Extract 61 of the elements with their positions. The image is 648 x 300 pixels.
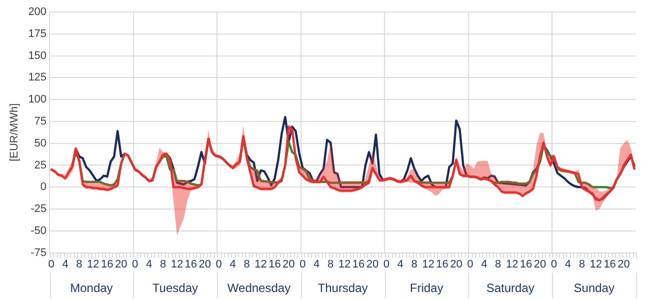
y-tick-label: 150 bbox=[28, 50, 47, 62]
x-tick-label: 20 bbox=[114, 258, 128, 270]
x-tick-label: 0 bbox=[550, 258, 558, 270]
x-tick-label: 12 bbox=[254, 258, 267, 270]
x-tick-label: 0 bbox=[383, 258, 390, 270]
x-tick-label: 12 bbox=[338, 258, 351, 270]
x-tick-label: 16 bbox=[604, 258, 616, 270]
y-tick-label: 50 bbox=[34, 137, 47, 150]
y-tick-label: 200 bbox=[28, 6, 47, 18]
text: Tuesday bbox=[152, 281, 198, 296]
x-tick-label: 4 bbox=[564, 258, 571, 270]
x-tick-label: 4 bbox=[62, 258, 68, 270]
x-tick-label: 0 bbox=[216, 258, 222, 270]
y-tick-label: 25 bbox=[34, 159, 47, 172]
text: Wednesday bbox=[227, 281, 291, 296]
x-tick-label: 4 bbox=[146, 258, 152, 270]
x-tick-label: 0 bbox=[132, 258, 138, 270]
x-tick-label: 20 bbox=[450, 258, 462, 270]
y-tick-label: 0 bbox=[40, 181, 47, 194]
y-tick-label: 125 bbox=[28, 72, 47, 84]
text: Thursday bbox=[318, 281, 368, 296]
x-tick-label: 12 bbox=[506, 258, 518, 270]
x-tick-label: 0 bbox=[467, 258, 474, 270]
x-tick-label: 8 bbox=[327, 258, 334, 270]
x-tick-label: 20 bbox=[618, 258, 630, 270]
x-tick-label: 12 bbox=[422, 258, 434, 270]
x-tick-label: 4 bbox=[397, 258, 404, 270]
x-tick-label: 20 bbox=[198, 258, 212, 270]
x-tick-label: 16 bbox=[436, 258, 448, 270]
x-tick-label: 8 bbox=[244, 258, 250, 270]
x-tick-label: 8 bbox=[578, 258, 585, 270]
x-tick-label: 4 bbox=[230, 258, 236, 270]
y-tick-label: -75 bbox=[30, 246, 47, 259]
x-tick-label: 16 bbox=[268, 258, 281, 270]
x-tick-label: 8 bbox=[495, 258, 502, 270]
x-tick-label: 12 bbox=[590, 258, 602, 270]
y-tick-label: 75 bbox=[34, 115, 47, 128]
text: Saturday bbox=[486, 281, 534, 296]
text: Sunday bbox=[574, 281, 614, 296]
y-tick-label: -25 bbox=[30, 203, 47, 216]
x-tick-label: 12 bbox=[170, 258, 184, 270]
x-tick-label: 16 bbox=[101, 258, 114, 270]
x-tick-label: 8 bbox=[76, 258, 82, 270]
x-tick-label: 16 bbox=[520, 258, 532, 270]
text: Monday bbox=[70, 281, 113, 296]
x-tick-label: 16 bbox=[352, 258, 365, 270]
x-tick-label: 4 bbox=[481, 258, 488, 270]
x-tick-label: 0 bbox=[300, 258, 306, 270]
y-tick-label: -50 bbox=[30, 224, 47, 237]
text: Friday bbox=[410, 281, 444, 296]
x-tick-label: 8 bbox=[160, 258, 166, 270]
y-axis-title: [EUR/MWh] bbox=[8, 103, 21, 162]
x-tick-label: 8 bbox=[411, 258, 418, 270]
y-tick-label: 100 bbox=[28, 94, 47, 106]
x-tick-label: 20 bbox=[282, 258, 295, 270]
x-tick-label: 20 bbox=[534, 258, 546, 270]
y-tick-label: 175 bbox=[28, 28, 47, 40]
x-tick-label: 16 bbox=[184, 258, 198, 270]
x-tick-label: 12 bbox=[87, 258, 100, 270]
x-tick-label: 4 bbox=[314, 258, 320, 270]
x-tick-label: 20 bbox=[366, 258, 379, 270]
